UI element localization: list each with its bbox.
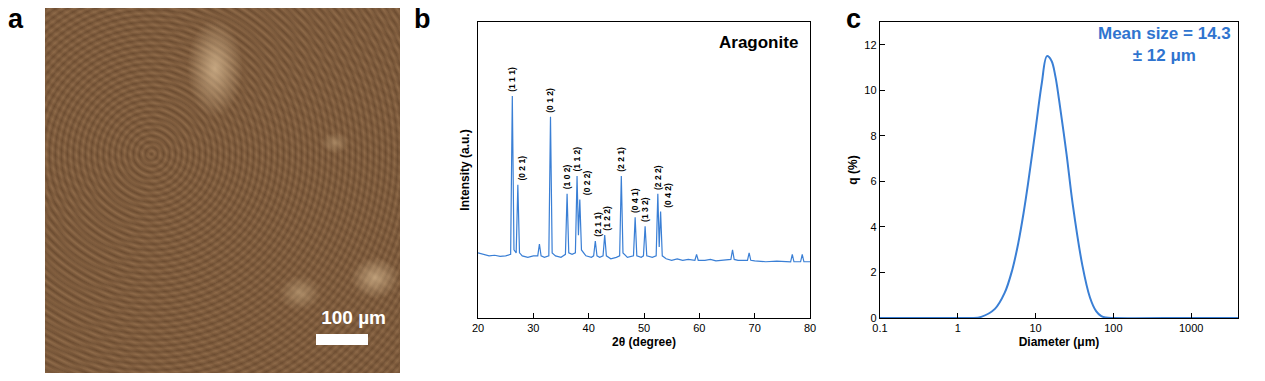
svg-text:12: 12 <box>864 39 876 51</box>
svg-text:80: 80 <box>804 322 816 334</box>
svg-text:Mean size = 14.3± 12 μm: Mean size = 14.3± 12 μm <box>1098 24 1231 65</box>
svg-text:(1 3 2): (1 3 2) <box>640 197 650 222</box>
svg-text:2θ (degree): 2θ (degree) <box>612 335 676 349</box>
svg-text:0: 0 <box>870 312 876 324</box>
svg-text:(1 0 2): (1 0 2) <box>562 165 572 190</box>
svg-text:20: 20 <box>472 322 484 334</box>
svg-text:8: 8 <box>870 130 876 142</box>
svg-text:0.1: 0.1 <box>872 322 887 334</box>
svg-text:(0 2 2): (0 2 2) <box>582 170 592 195</box>
svg-text:(1 1 1): (1 1 1) <box>507 67 517 92</box>
svg-text:Diameter (μm): Diameter (μm) <box>1019 335 1100 349</box>
svg-text:(0 4 2): (0 4 2) <box>663 183 673 208</box>
svg-text:(0 4 1): (0 4 1) <box>630 188 640 213</box>
svg-text:10: 10 <box>1029 322 1041 334</box>
svg-text:70: 70 <box>749 322 761 334</box>
svg-text:30: 30 <box>527 322 539 334</box>
svg-text:1000: 1000 <box>1179 322 1203 334</box>
svg-text:4: 4 <box>870 221 876 233</box>
svg-text:(0 2 1): (0 2 1) <box>517 156 527 181</box>
html-text:a: a <box>8 4 23 34</box>
svg-text:(1 2 2): (1 2 2) <box>602 206 612 231</box>
svg-text:(0 1 2): (0 1 2) <box>545 88 555 113</box>
html-text:c: c <box>846 4 861 34</box>
svg-text:40: 40 <box>583 322 595 334</box>
svg-text:(2 2 1): (2 2 1) <box>616 147 626 172</box>
svg-text:6: 6 <box>870 175 876 187</box>
svg-text:50: 50 <box>638 322 650 334</box>
svg-text:1: 1 <box>955 322 961 334</box>
svg-text:60: 60 <box>693 322 705 334</box>
svg-text:q (%): q (%) <box>846 155 860 184</box>
svg-text:10: 10 <box>864 84 876 96</box>
svg-text:(2 1 1): (2 1 1) <box>593 212 603 237</box>
svg-text:2: 2 <box>870 266 876 278</box>
svg-text:Aragonite: Aragonite <box>719 33 798 52</box>
svg-text:(1 1 2): (1 1 2) <box>572 147 582 172</box>
svg-text:100: 100 <box>1104 322 1122 334</box>
html-text:b: b <box>414 4 431 34</box>
html-text:100 µm: 100 µm <box>321 307 386 328</box>
svg-text:(2 2 2): (2 2 2) <box>653 165 663 190</box>
svg-text:Intensity (a.u.): Intensity (a.u.) <box>458 129 472 210</box>
